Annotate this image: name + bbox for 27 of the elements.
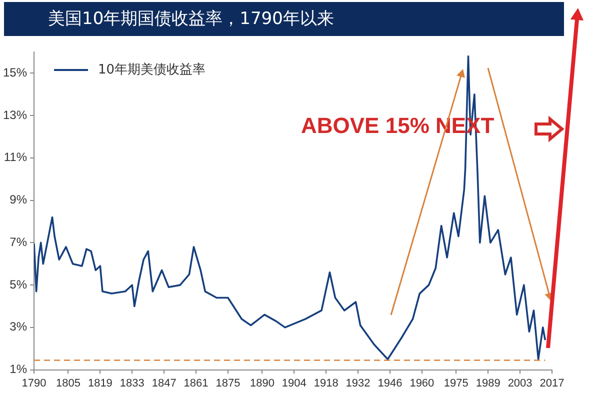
legend-label: 10年期美债收益率 bbox=[98, 61, 206, 78]
y-tick-label: 15% bbox=[2, 66, 28, 80]
y-tick-label: 13% bbox=[2, 108, 28, 122]
x-tick-label: 1960 bbox=[410, 377, 434, 390]
x-tick-label: 1975 bbox=[444, 377, 468, 390]
x-tick-label: 1932 bbox=[346, 377, 370, 390]
chart-title: 美国10年期国债收益率，1790年以来 bbox=[4, 2, 564, 36]
x-tick-label: 1875 bbox=[216, 377, 240, 390]
x-tick-label: 1790 bbox=[22, 377, 46, 390]
y-tick-label: 7% bbox=[10, 234, 28, 249]
y-tick-label: 11% bbox=[4, 150, 28, 164]
x-tick-label: 1904 bbox=[282, 377, 306, 390]
y-tick-label: 5% bbox=[10, 277, 28, 292]
x-tick-label: 2017 bbox=[540, 377, 564, 390]
y-tick-label: 9% bbox=[10, 192, 28, 207]
x-tick-label: 1989 bbox=[476, 377, 500, 390]
x-tick-label: 1847 bbox=[152, 377, 176, 390]
y-tick-label: 3% bbox=[10, 320, 28, 334]
x-tick-label: 1946 bbox=[378, 377, 402, 390]
x-tick-label: 2003 bbox=[508, 377, 532, 390]
x-tick-label: 1819 bbox=[88, 377, 112, 390]
x-tick-label: 1805 bbox=[56, 377, 80, 390]
y-tick-label: 1% bbox=[10, 362, 28, 376]
x-tick-label: 1833 bbox=[120, 377, 144, 390]
x-tick-label: 1861 bbox=[184, 377, 208, 390]
x-tick-label: 1890 bbox=[250, 377, 274, 390]
x-tick-label: 1918 bbox=[314, 377, 338, 390]
